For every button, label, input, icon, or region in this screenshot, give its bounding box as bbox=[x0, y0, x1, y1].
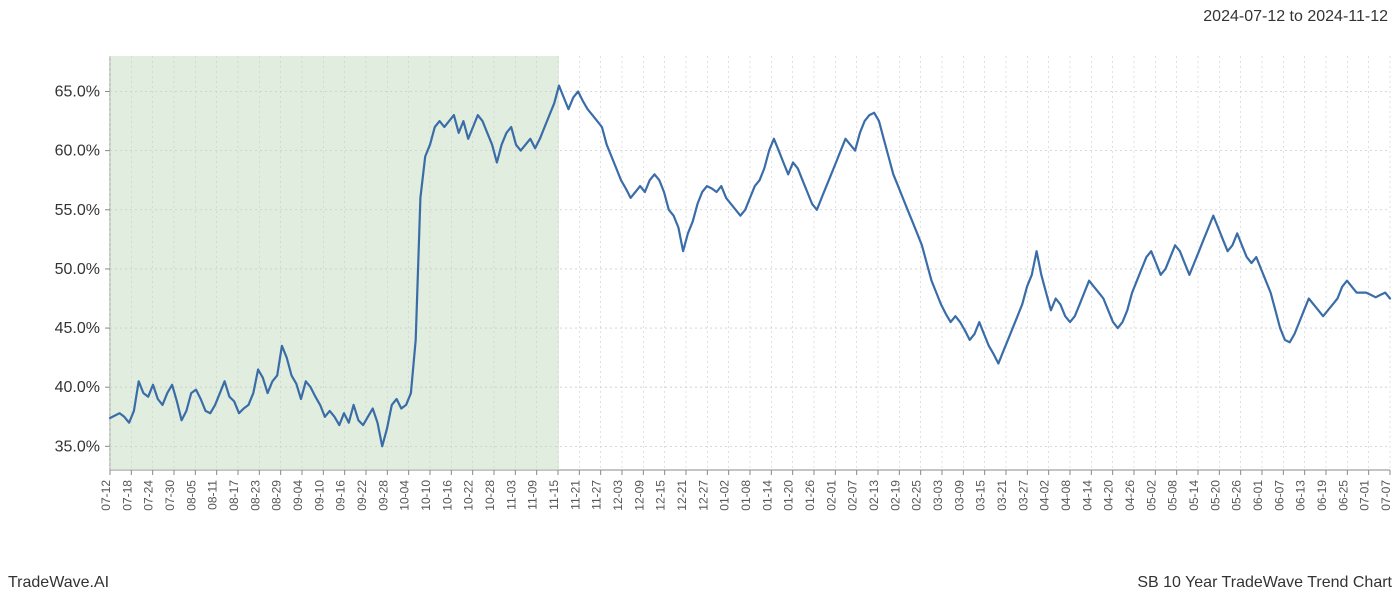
svg-text:09-22: 09-22 bbox=[355, 480, 369, 511]
svg-text:12-21: 12-21 bbox=[675, 480, 689, 511]
svg-text:02-01: 02-01 bbox=[824, 480, 838, 511]
svg-text:04-26: 04-26 bbox=[1123, 480, 1137, 511]
svg-text:06-07: 06-07 bbox=[1272, 480, 1286, 511]
svg-text:10-16: 10-16 bbox=[440, 480, 454, 511]
footer-title: SB 10 Year TradeWave Trend Chart bbox=[1137, 574, 1392, 592]
svg-text:02-07: 02-07 bbox=[846, 480, 860, 511]
svg-text:12-27: 12-27 bbox=[696, 480, 710, 511]
svg-text:03-03: 03-03 bbox=[931, 480, 945, 511]
svg-text:02-25: 02-25 bbox=[910, 480, 924, 511]
svg-text:03-15: 03-15 bbox=[974, 480, 988, 511]
svg-text:04-14: 04-14 bbox=[1080, 480, 1094, 511]
footer-brand: TradeWave.AI bbox=[8, 574, 109, 592]
svg-text:07-18: 07-18 bbox=[120, 480, 134, 511]
svg-text:10-22: 10-22 bbox=[462, 480, 476, 511]
svg-text:50.0%: 50.0% bbox=[55, 261, 100, 278]
svg-text:05-20: 05-20 bbox=[1208, 480, 1222, 511]
svg-text:09-10: 09-10 bbox=[312, 480, 326, 511]
svg-text:05-02: 05-02 bbox=[1144, 480, 1158, 511]
svg-text:08-29: 08-29 bbox=[270, 480, 284, 511]
svg-text:07-01: 07-01 bbox=[1358, 480, 1372, 511]
date-range-label: 2024-07-12 to 2024-11-12 bbox=[1203, 8, 1388, 26]
svg-text:08-05: 08-05 bbox=[184, 480, 198, 511]
svg-text:08-11: 08-11 bbox=[206, 480, 220, 510]
svg-text:08-23: 08-23 bbox=[248, 480, 262, 511]
svg-text:06-13: 06-13 bbox=[1294, 480, 1308, 511]
svg-text:11-03: 11-03 bbox=[504, 480, 518, 510]
svg-text:07-24: 07-24 bbox=[142, 480, 156, 511]
svg-text:09-28: 09-28 bbox=[376, 480, 390, 511]
svg-text:05-14: 05-14 bbox=[1187, 480, 1201, 511]
svg-text:10-10: 10-10 bbox=[419, 480, 433, 511]
svg-text:04-20: 04-20 bbox=[1102, 480, 1116, 511]
svg-text:55.0%: 55.0% bbox=[55, 202, 100, 219]
svg-text:11-27: 11-27 bbox=[590, 480, 604, 510]
svg-text:07-07: 07-07 bbox=[1379, 480, 1393, 511]
svg-text:05-08: 05-08 bbox=[1166, 480, 1180, 511]
svg-text:07-30: 07-30 bbox=[163, 480, 177, 511]
svg-text:06-19: 06-19 bbox=[1315, 480, 1329, 511]
svg-text:04-02: 04-02 bbox=[1038, 480, 1052, 511]
svg-text:10-04: 10-04 bbox=[398, 480, 412, 511]
svg-text:11-09: 11-09 bbox=[526, 480, 540, 510]
svg-text:02-13: 02-13 bbox=[867, 480, 881, 511]
svg-text:10-28: 10-28 bbox=[483, 480, 497, 511]
svg-text:06-25: 06-25 bbox=[1336, 480, 1350, 511]
svg-text:08-17: 08-17 bbox=[227, 480, 241, 511]
svg-text:01-02: 01-02 bbox=[718, 480, 732, 511]
svg-text:40.0%: 40.0% bbox=[55, 379, 100, 396]
svg-text:05-26: 05-26 bbox=[1230, 480, 1244, 511]
svg-text:01-14: 01-14 bbox=[760, 480, 774, 511]
svg-text:01-20: 01-20 bbox=[782, 480, 796, 511]
svg-text:09-16: 09-16 bbox=[334, 480, 348, 511]
svg-text:03-27: 03-27 bbox=[1016, 480, 1030, 511]
svg-text:11-21: 11-21 bbox=[568, 480, 582, 510]
svg-text:35.0%: 35.0% bbox=[55, 438, 100, 455]
chart-container: 2024-07-12 to 2024-11-12 35.0% 40.0% 45.0%… bbox=[0, 0, 1400, 600]
svg-text:06-01: 06-01 bbox=[1251, 480, 1265, 511]
svg-text:12-03: 12-03 bbox=[611, 480, 625, 511]
svg-text:65.0%: 65.0% bbox=[55, 83, 100, 100]
svg-text:01-26: 01-26 bbox=[803, 480, 817, 511]
trend-chart: 35.0% 40.0% 45.0% 50.0% 55.0% 60.0% 65.0% 07-12… bbox=[0, 0, 1400, 600]
svg-text:01-08: 01-08 bbox=[739, 480, 753, 511]
svg-text:45.0%: 45.0% bbox=[55, 320, 100, 337]
svg-text:07-12: 07-12 bbox=[99, 480, 113, 511]
svg-text:03-21: 03-21 bbox=[995, 480, 1009, 511]
svg-text:12-09: 12-09 bbox=[632, 480, 646, 511]
svg-text:60.0%: 60.0% bbox=[55, 143, 100, 160]
svg-text:09-04: 09-04 bbox=[291, 480, 305, 511]
svg-text:02-19: 02-19 bbox=[888, 480, 902, 511]
svg-text:04-08: 04-08 bbox=[1059, 480, 1073, 511]
svg-text:11-15: 11-15 bbox=[547, 480, 561, 510]
svg-text:12-15: 12-15 bbox=[654, 480, 668, 511]
svg-text:03-09: 03-09 bbox=[952, 480, 966, 511]
